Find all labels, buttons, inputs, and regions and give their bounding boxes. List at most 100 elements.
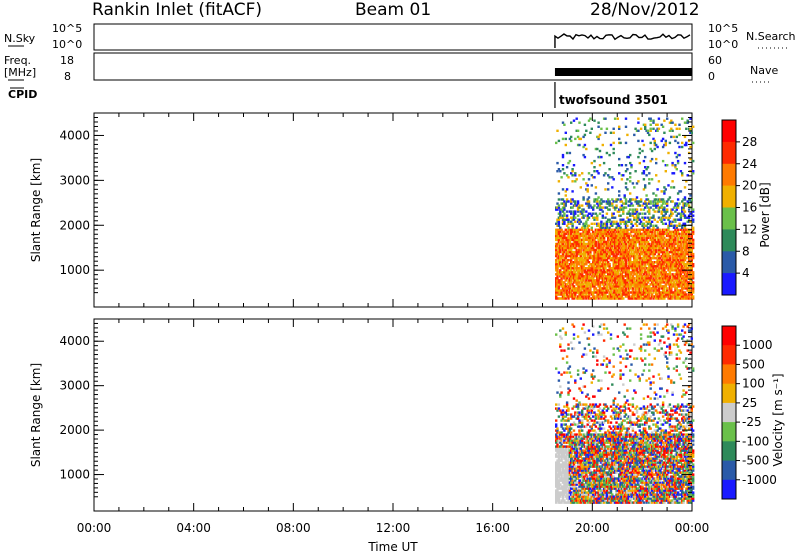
heatmap-cell xyxy=(675,224,678,227)
heatmap-cell xyxy=(587,437,591,440)
heatmap-cell xyxy=(563,295,566,298)
heatmap-cell xyxy=(586,445,589,448)
heatmap-cell xyxy=(561,234,565,238)
heatmap-cell xyxy=(663,143,666,147)
heatmap-cell xyxy=(567,265,570,268)
heatmap-cell xyxy=(602,236,606,240)
heatmap-cell xyxy=(568,238,572,242)
heatmap-cell xyxy=(597,250,600,254)
heatmap-cell xyxy=(645,240,648,244)
heatmap-cell xyxy=(596,254,599,258)
heatmap-cell xyxy=(613,261,617,264)
heatmap-cell xyxy=(593,297,596,300)
heatmap-cell xyxy=(593,176,596,179)
heatmap-cell xyxy=(648,258,651,262)
heatmap-cell xyxy=(578,467,581,470)
heatmap-cell xyxy=(689,248,692,252)
heatmap-cell xyxy=(586,441,589,444)
heatmap-cell xyxy=(598,283,602,286)
heatmap-cell xyxy=(609,258,613,262)
heatmap-cell xyxy=(581,483,584,486)
heatmap-cell xyxy=(560,445,563,448)
heatmap-cell xyxy=(689,261,692,264)
heatmap-cell xyxy=(678,252,681,256)
heatmap-cell xyxy=(664,164,667,167)
heatmap-cell xyxy=(655,204,658,207)
heatmap-cell xyxy=(574,495,577,498)
heatmap-cell xyxy=(587,445,591,448)
heatmap-cell xyxy=(592,463,595,466)
heatmap-cell xyxy=(624,232,628,236)
heatmap-cell xyxy=(655,283,658,286)
heatmap-cell xyxy=(602,295,606,298)
heatmap-cell xyxy=(670,222,673,225)
heatmap-cell xyxy=(679,240,683,244)
heatmap-cell xyxy=(560,479,563,482)
heatmap-cell xyxy=(593,263,596,266)
heatmap-cell xyxy=(613,273,617,276)
heatmap-cell xyxy=(653,238,656,242)
heatmap-cell xyxy=(671,258,674,262)
heatmap-cell xyxy=(672,172,676,175)
heatmap-cell xyxy=(612,200,615,203)
heatmap-cell xyxy=(689,117,692,120)
heatmap-cell xyxy=(597,256,600,260)
heatmap-cell xyxy=(571,277,574,280)
heatmap-cell xyxy=(676,275,680,278)
heatmap-cell xyxy=(672,248,676,252)
heatmap-cell xyxy=(667,293,670,296)
heatmap-cell xyxy=(615,267,618,270)
heatmap-cell xyxy=(612,271,615,274)
heatmap-cell xyxy=(556,463,559,466)
heatmap-cell xyxy=(555,258,558,262)
heatmap-cell xyxy=(623,202,626,205)
heatmap-cell xyxy=(571,254,574,258)
heatmap-cell xyxy=(571,206,574,209)
heatmap-cell xyxy=(678,222,681,225)
heatmap-cell xyxy=(650,269,654,272)
heatmap-cell xyxy=(555,455,558,458)
heatmap-cell xyxy=(682,250,685,254)
heatmap-cell xyxy=(567,437,570,440)
heatmap-cell xyxy=(575,289,578,292)
heatmap-cell xyxy=(571,457,574,460)
heatmap-cell xyxy=(579,435,582,438)
heatmap-cell xyxy=(655,157,658,161)
heatmap-cell xyxy=(575,399,578,402)
heatmap-cell xyxy=(571,497,574,500)
heatmap-cell xyxy=(605,279,609,282)
heatmap-cell xyxy=(633,256,636,260)
heatmap-cell xyxy=(590,373,593,376)
heatmap-cell xyxy=(589,204,592,207)
heatmap-cell xyxy=(576,465,580,468)
heatmap-cell xyxy=(555,499,558,502)
heatmap-cell xyxy=(604,117,607,120)
heatmap-cell xyxy=(561,499,565,502)
heatmap-cell xyxy=(572,267,576,270)
heatmap-cell xyxy=(575,234,578,238)
heatmap-cell xyxy=(565,465,569,468)
heatmap-cell xyxy=(570,295,573,298)
heatmap-cell xyxy=(639,281,643,284)
heatmap-cell xyxy=(692,256,695,260)
heatmap-cell xyxy=(613,267,617,270)
heatmap-cell xyxy=(682,230,685,234)
heatmap-cell xyxy=(656,258,659,262)
heatmap-cell xyxy=(582,451,585,454)
heatmap-cell xyxy=(656,210,659,213)
heatmap-cell xyxy=(564,463,567,466)
heatmap-cell xyxy=(590,271,593,274)
heatmap-cell xyxy=(675,273,678,276)
heatmap-cell xyxy=(670,283,673,286)
heatmap-cell xyxy=(609,222,613,225)
heatmap-cell xyxy=(627,263,630,266)
heatmap-cell xyxy=(660,210,663,213)
heatmap-cell xyxy=(689,194,692,197)
heatmap-cell xyxy=(634,234,637,238)
heatmap-cell xyxy=(571,477,574,480)
heatmap-cell xyxy=(682,212,685,215)
freq-label: Freq. xyxy=(4,54,31,67)
heatmap-cell xyxy=(586,281,589,284)
heatmap-cell xyxy=(559,228,562,231)
colorbar-tick-label: 24 xyxy=(742,157,757,171)
